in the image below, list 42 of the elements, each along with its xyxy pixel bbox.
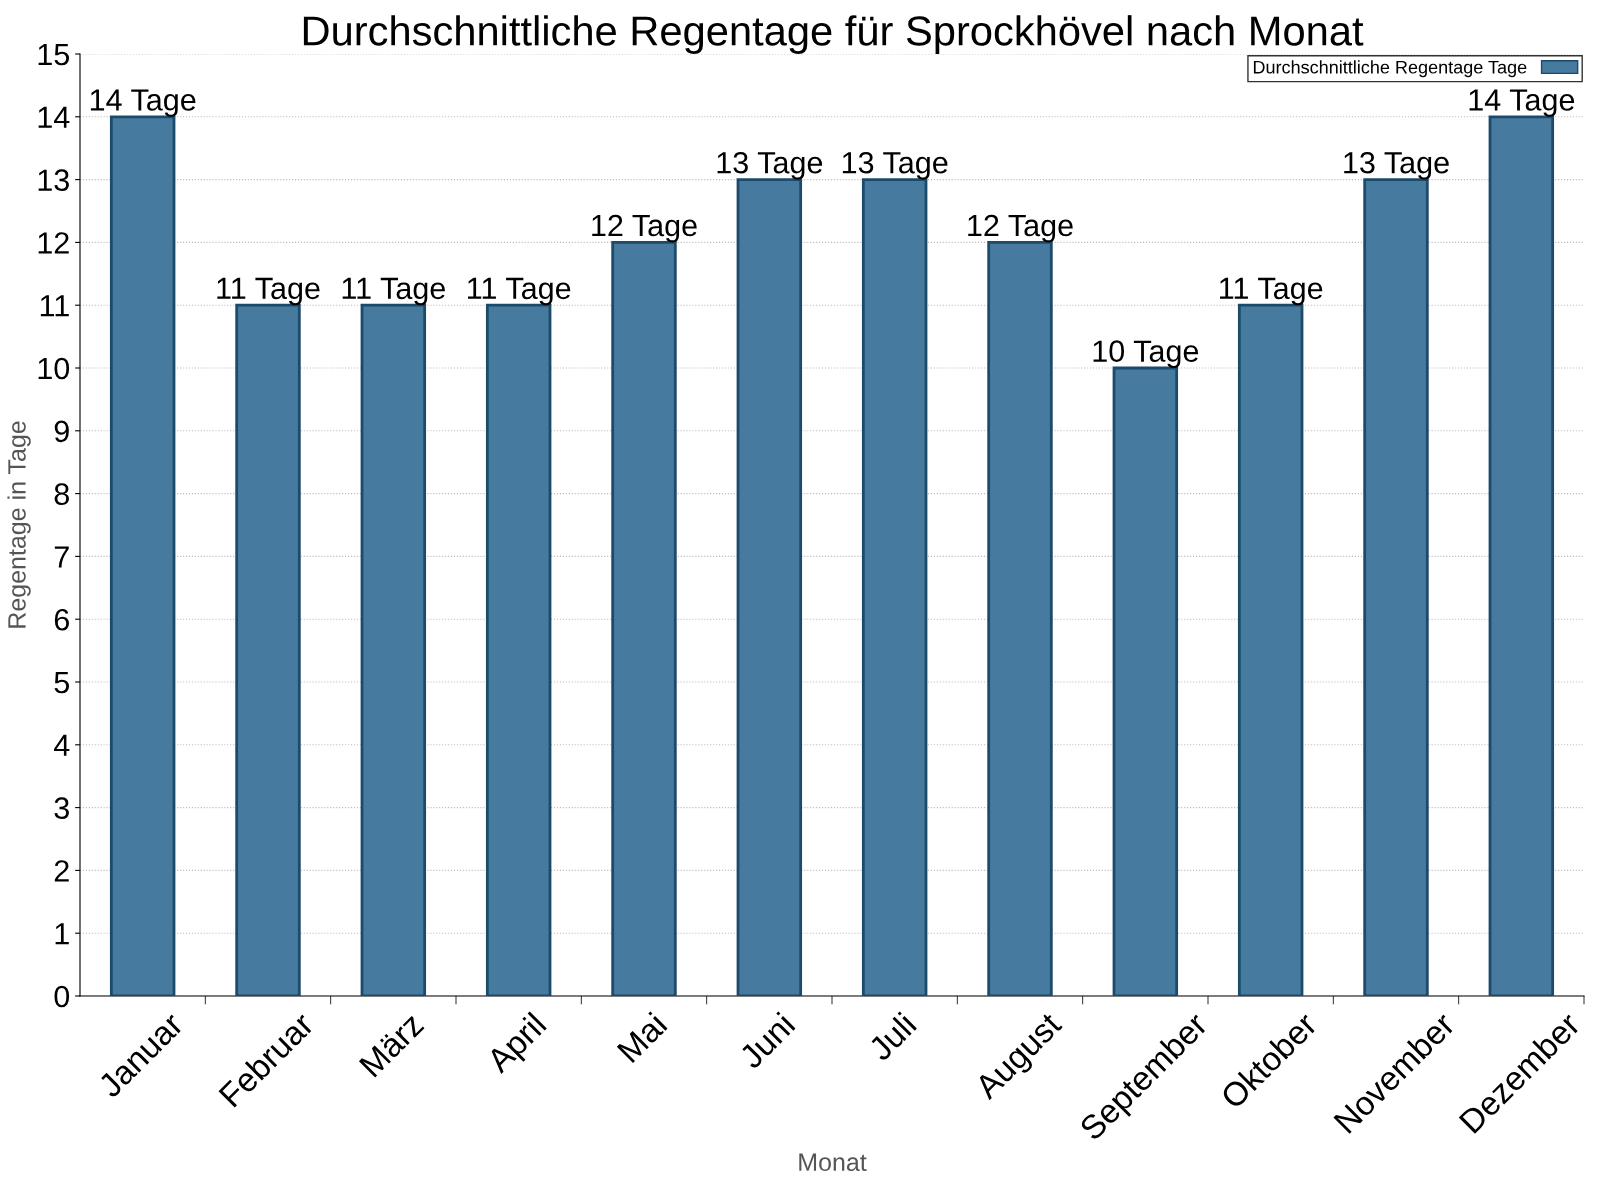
data-label: 12 Tage <box>592 214 697 243</box>
y-tick-label: 14 <box>38 106 70 128</box>
y-tick-label: 5 <box>54 672 69 694</box>
data-label: 13 Tage <box>717 151 823 180</box>
y-tick-label: 1 <box>55 923 69 945</box>
bar <box>861 178 928 996</box>
bar <box>611 241 677 996</box>
x-tick-label: Juli <box>866 1011 918 1063</box>
data-label: 11 Tage <box>468 277 571 306</box>
bar <box>987 241 1053 996</box>
y-tick-label: 3 <box>54 797 69 819</box>
y-tick-label: 11 <box>40 295 69 317</box>
y-tick-label: 0 <box>54 985 70 1008</box>
chart-title: Durchschnittliche Regentage für Sprockhövel nach Monat <box>303 15 1364 54</box>
legend-label: Durchschnittliche Regentage Tage <box>1253 60 1527 78</box>
y-tick-label: 12 <box>38 232 69 254</box>
x-axis-title: Monat <box>799 1153 867 1172</box>
data-label: 12 Tage <box>968 214 1073 243</box>
y-tick-label: 4 <box>53 734 70 756</box>
bar <box>1363 178 1429 996</box>
y-tick-label: 13 <box>38 169 69 191</box>
bar <box>1488 115 1555 996</box>
y-tick-label: 6 <box>54 608 69 631</box>
y-tick-label: 7 <box>54 546 69 568</box>
bar <box>1112 366 1179 996</box>
x-tick-label: Mai <box>615 1011 668 1064</box>
y-tick-label: 8 <box>54 483 69 505</box>
y-tick-label: 2 <box>54 860 69 882</box>
data-label: 11 Tage <box>1220 277 1323 306</box>
y-axis-title: Regentage in Tage <box>7 421 31 628</box>
y-tick-label: 9 <box>54 420 69 443</box>
data-label: 14 Tage <box>90 89 196 117</box>
data-label: 13 Tage <box>842 151 948 180</box>
data-label: 13 Tage <box>1344 151 1449 180</box>
data-label: 14 Tage <box>1469 89 1575 117</box>
bar <box>736 178 803 996</box>
data-label: 10 Tage <box>1093 340 1199 368</box>
y-tick-label: 10 <box>38 357 70 380</box>
data-label: 11 Tage <box>217 277 320 306</box>
y-tick-label: 15 <box>38 44 69 66</box>
data-label: 11 Tage <box>342 277 445 306</box>
bar <box>109 115 176 996</box>
